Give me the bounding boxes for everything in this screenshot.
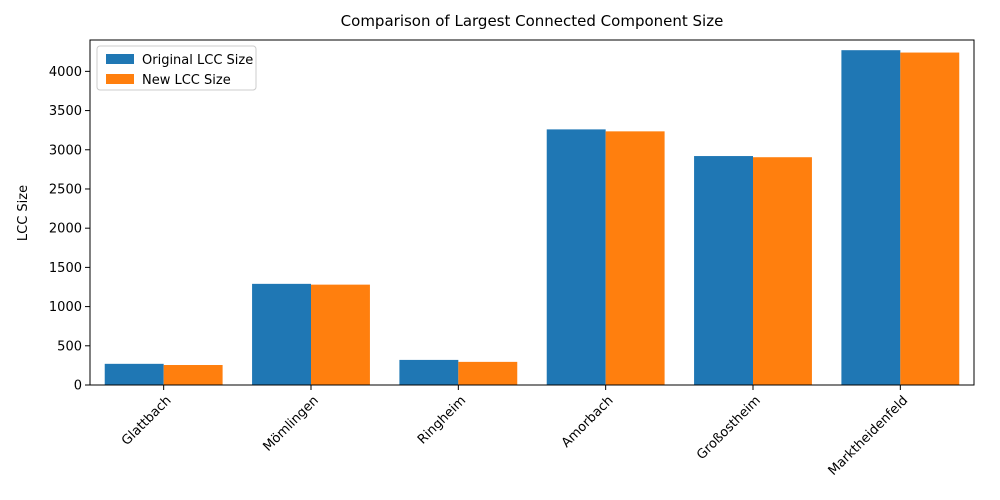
y-tick-label: 1000 (49, 300, 82, 315)
y-tick-label: 2500 (49, 182, 82, 197)
bar-new-4 (753, 157, 812, 385)
legend-swatch-new (106, 74, 134, 84)
plot-frame (89, 39, 975, 386)
bar-new-0 (163, 365, 223, 385)
x-tick-label: Mömlingen (260, 393, 321, 454)
bar-original-2 (399, 359, 459, 385)
bar-new-2 (458, 361, 518, 385)
bar-new-3 (605, 131, 665, 385)
bar-original-1 (252, 283, 311, 385)
bar-original-0 (104, 363, 164, 385)
chart-title: Comparison of Largest Connected Componen… (341, 12, 724, 30)
bar-new-5 (900, 52, 960, 386)
x-tick-label: Marktheidenfeld (826, 393, 912, 479)
y-tick-label: 2000 (49, 222, 82, 237)
bar-original-3 (546, 129, 606, 385)
legend-swatch-original (106, 54, 134, 64)
y-tick-label: 1500 (49, 261, 82, 276)
bars-group (104, 50, 960, 386)
y-tick-label: 3500 (49, 104, 82, 119)
y-tick-label: 0 (74, 379, 82, 394)
legend: Original LCC Size New LCC Size (96, 45, 257, 91)
bar-original-5 (841, 50, 901, 385)
bar-original-4 (694, 156, 753, 385)
x-tick-label: Ringheim (415, 393, 469, 447)
y-tick-label: 500 (57, 339, 82, 354)
y-tick-label: 3000 (49, 143, 82, 158)
x-tick-label: Glattbach (119, 393, 174, 448)
y-axis-label: LCC Size (16, 185, 31, 241)
legend-box (96, 45, 257, 91)
y-tick-label: 4000 (49, 65, 82, 80)
x-tick-label: Großostheim (694, 393, 764, 463)
bar-new-1 (311, 284, 370, 385)
legend-label-original: Original LCC Size (142, 53, 253, 68)
legend-label-new: New LCC Size (142, 73, 231, 88)
x-tick-label: Amorbach (559, 393, 617, 451)
